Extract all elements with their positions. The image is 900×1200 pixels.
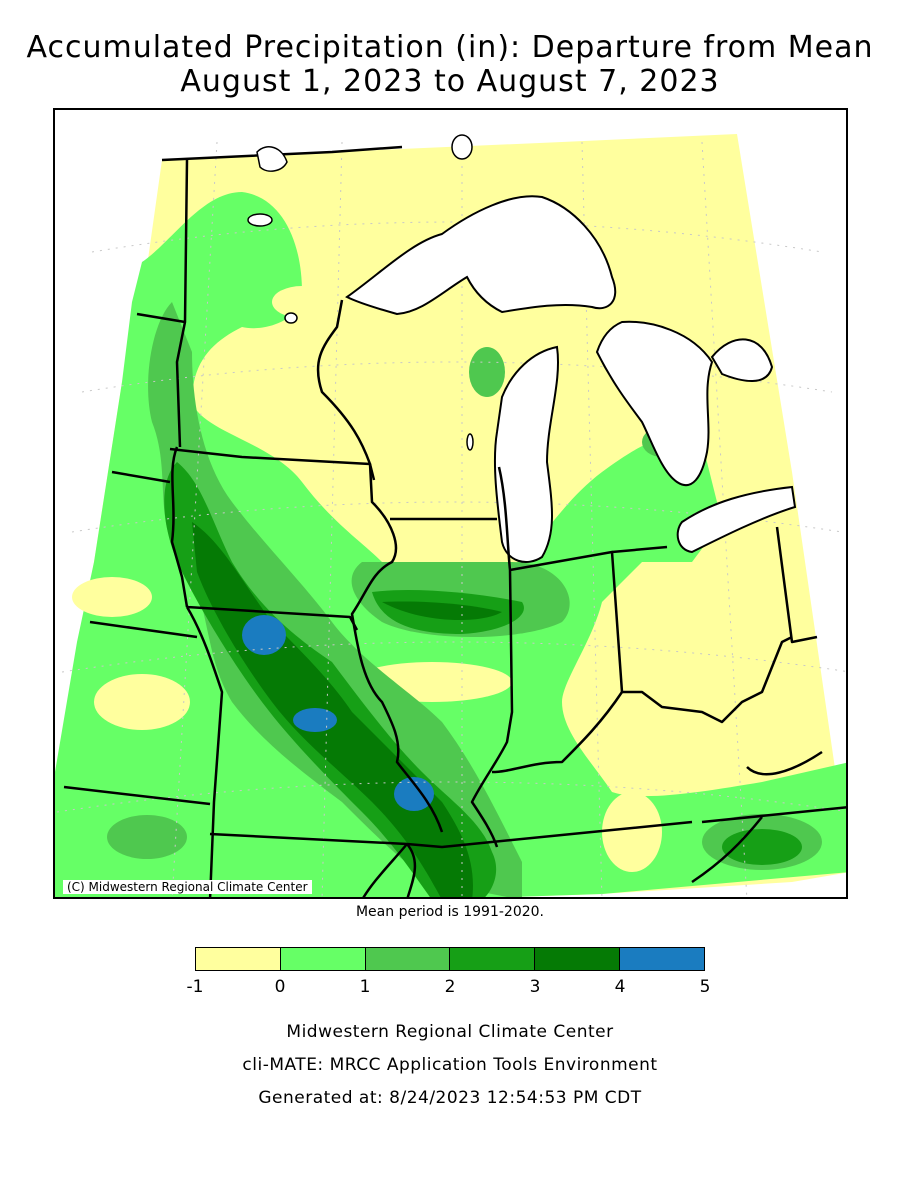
lake-huron xyxy=(595,320,714,487)
map-graticule xyxy=(56,141,846,897)
legend-swatch-3 xyxy=(450,948,536,970)
legend-tick-label: 4 xyxy=(614,977,626,997)
legend-tick-label: 3 xyxy=(529,977,541,997)
lake-erie xyxy=(676,485,797,554)
legend-tick-label: 2 xyxy=(444,977,456,997)
lake-michigan xyxy=(493,345,559,563)
legend-tick-label: 1 xyxy=(359,977,371,997)
footer-generated: Generated at: 8/24/2023 12:54:53 PM CDT xyxy=(258,1088,642,1108)
great-lakes xyxy=(345,195,797,563)
mean-period-note: Mean period is 1991-2020. xyxy=(355,904,545,920)
precipitation-departure-map: (C) Midwestern Regional Climate Center xyxy=(53,108,848,899)
map-title-line2: August 1, 2023 to August 7, 2023 xyxy=(180,64,720,99)
copyright-label: (C) Midwestern Regional Climate Center xyxy=(63,880,312,894)
coast-details xyxy=(247,134,474,451)
legend-swatch-2 xyxy=(365,948,451,970)
legend-swatch-1 xyxy=(280,948,366,970)
legend-swatch-0 xyxy=(196,948,281,970)
legend-swatch-5 xyxy=(620,948,704,970)
footer-org: Midwestern Regional Climate Center xyxy=(286,1022,614,1042)
lake-superior xyxy=(345,195,617,316)
legend-tick-label: -1 xyxy=(186,977,204,997)
lake-huron-georgian-bay xyxy=(710,338,774,382)
color-legend xyxy=(195,947,705,971)
map-title-line1: Accumulated Precipitation (in): Departur… xyxy=(26,30,874,65)
legend-tick-label: 0 xyxy=(274,977,286,997)
contour-4-to-5 xyxy=(242,615,434,811)
state-boundaries xyxy=(63,145,846,897)
footer-tool: cli-MATE: MRCC Application Tools Environ… xyxy=(242,1055,658,1075)
legend-swatch-4 xyxy=(535,948,621,970)
map-canvas xyxy=(55,134,846,897)
legend-tick-label: 5 xyxy=(699,977,711,997)
